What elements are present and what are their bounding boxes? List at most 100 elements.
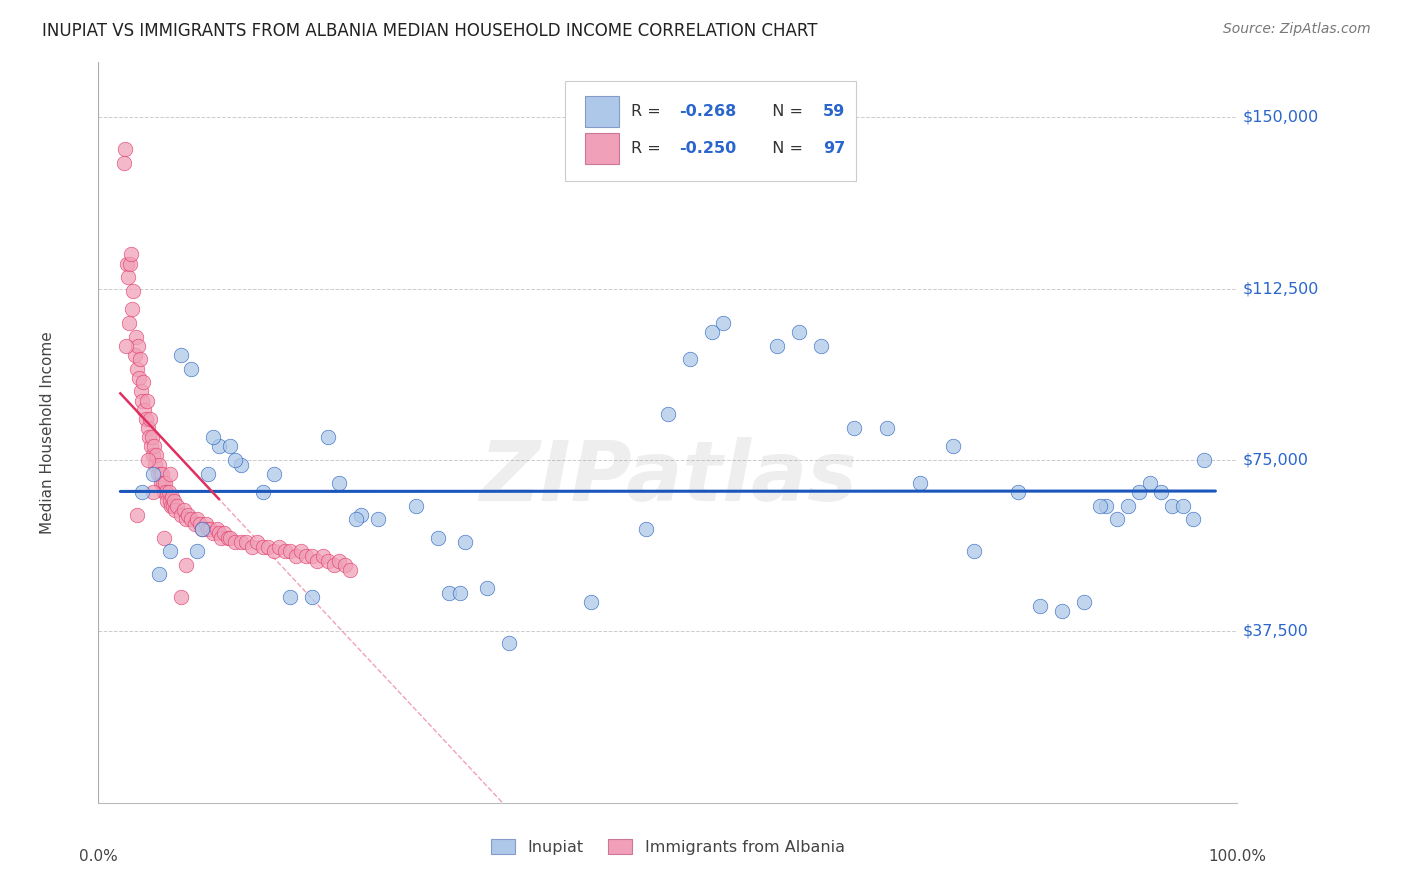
Point [145, 449, 167, 463]
Point [117, 270, 139, 285]
Point [114, 339, 136, 353]
Text: -0.250: -0.250 [679, 141, 737, 156]
Point [328, 553, 350, 567]
Point [197, 522, 219, 536]
Legend: Inupiat, Immigrants from Albania: Inupiat, Immigrants from Albania [485, 833, 851, 862]
Point [679, 352, 702, 367]
Text: Median Household Income: Median Household Income [39, 331, 55, 534]
Point [1194, 453, 1216, 467]
Point [173, 503, 195, 517]
Point [163, 494, 186, 508]
Point [134, 402, 156, 417]
Point [328, 475, 350, 490]
Point [1105, 512, 1128, 526]
Text: $75,000: $75,000 [1243, 452, 1309, 467]
Point [149, 467, 172, 481]
Point [114, 142, 136, 156]
Point [1128, 485, 1150, 500]
Point [132, 376, 155, 390]
Point [197, 467, 219, 481]
Point [1171, 499, 1194, 513]
Point [224, 453, 246, 467]
Point [191, 522, 214, 536]
Point [112, 156, 135, 170]
Point [1160, 499, 1182, 513]
Point [180, 361, 202, 376]
Point [405, 499, 427, 513]
Point [787, 325, 810, 339]
Point [1029, 599, 1052, 614]
Point [634, 522, 657, 536]
Text: R =: R = [631, 141, 666, 156]
Point [333, 558, 356, 573]
Point [278, 544, 301, 558]
Point [579, 595, 602, 609]
Point [142, 485, 165, 500]
Point [142, 449, 165, 463]
Point [307, 553, 329, 567]
Point [150, 467, 173, 481]
Text: 100.0%: 100.0% [1208, 848, 1267, 863]
Point [1149, 485, 1171, 500]
Point [115, 256, 138, 270]
Point [208, 439, 231, 453]
Point [135, 393, 157, 408]
Point [128, 371, 150, 385]
Point [273, 544, 295, 558]
Point [136, 421, 159, 435]
Point [122, 284, 145, 298]
Point [169, 508, 191, 522]
Point [263, 544, 285, 558]
Point [127, 339, 149, 353]
Point [339, 563, 361, 577]
Point [322, 558, 344, 573]
Point [312, 549, 335, 563]
Point [134, 412, 156, 426]
Point [188, 516, 211, 531]
Point [153, 485, 176, 500]
Point [120, 247, 142, 261]
Point [136, 453, 159, 467]
Point [263, 467, 285, 481]
Text: 59: 59 [823, 103, 845, 119]
Text: Source: ZipAtlas.com: Source: ZipAtlas.com [1223, 22, 1371, 37]
Point [149, 475, 172, 490]
Text: ZIPatlas: ZIPatlas [479, 436, 856, 517]
Point [165, 503, 187, 517]
Point [186, 512, 208, 526]
Point [202, 526, 225, 541]
Point [145, 458, 167, 472]
Point [295, 549, 318, 563]
Point [214, 526, 236, 541]
Point [252, 485, 274, 500]
Point [131, 485, 153, 500]
Point [318, 553, 340, 567]
Point [191, 522, 214, 536]
Point [159, 499, 181, 513]
Point [120, 256, 142, 270]
Text: N =: N = [762, 141, 808, 156]
Point [1116, 499, 1139, 513]
Point [876, 421, 898, 435]
Point [131, 393, 153, 408]
Point [810, 339, 832, 353]
Point [344, 512, 367, 526]
Point [449, 585, 471, 599]
Point [252, 540, 274, 554]
Point [1182, 512, 1205, 526]
Point [1007, 485, 1029, 500]
Text: R =: R = [631, 103, 666, 119]
Point [942, 439, 965, 453]
Point [139, 412, 162, 426]
Point [318, 430, 340, 444]
Point [426, 531, 449, 545]
Point [1073, 595, 1095, 609]
Point [155, 475, 177, 490]
Point [198, 522, 221, 536]
Point [121, 302, 143, 317]
Text: $112,500: $112,500 [1243, 281, 1319, 296]
Point [184, 516, 207, 531]
Point [240, 540, 263, 554]
Point [657, 408, 679, 422]
Point [169, 590, 191, 604]
